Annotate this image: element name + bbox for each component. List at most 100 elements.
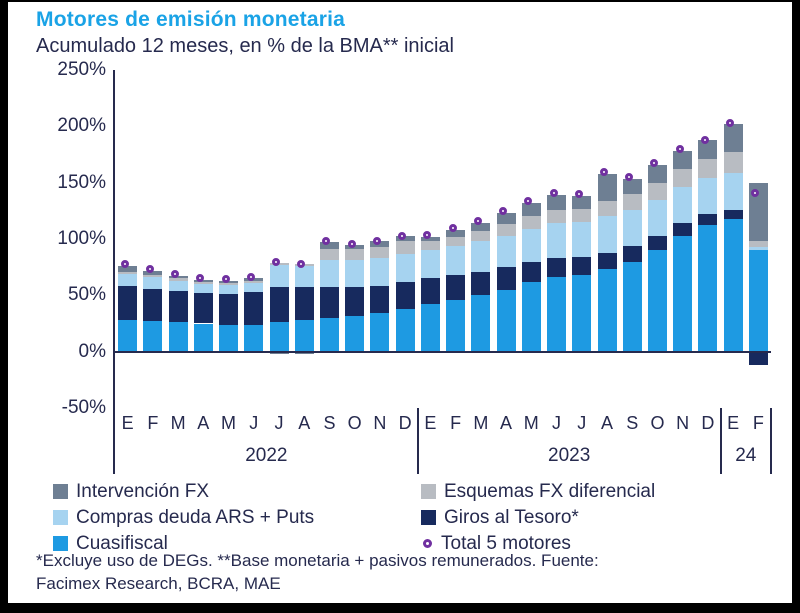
year-divider-line: [719, 408, 722, 474]
legend-item-giros-al-tesoro: Giros al Tesoro*: [421, 506, 768, 529]
bar-segment: [597, 216, 617, 253]
bar-segment: [471, 241, 491, 272]
x-axis-month-label: E: [121, 413, 134, 433]
total-marker-icon: [145, 264, 154, 273]
x-axis-month-label: F: [450, 413, 462, 433]
total-marker-icon: [751, 189, 760, 198]
bar-segment: [269, 264, 289, 288]
x-axis-month-label: N: [676, 413, 690, 433]
bar-segment: [370, 258, 390, 287]
x-axis-month-label: A: [197, 413, 210, 433]
year-divider-line: [770, 408, 772, 474]
footnote-line-1: *Excluye uso de DEGs. **Base monetaria +…: [36, 551, 599, 570]
bar-segment: [647, 235, 667, 251]
x-axis-month-label: O: [650, 413, 665, 433]
footnote-line-2: Facimex Research, BCRA, MAE: [36, 573, 281, 593]
bar-segment: [446, 229, 466, 237]
legend-label-compras-deuda-ars-puts: Compras deuda ARS + Puts: [76, 506, 315, 528]
bar-segment: [647, 199, 667, 236]
y-axis-tick-label: 50%: [67, 284, 106, 306]
bar-segment: [698, 225, 718, 352]
bar-segment: [521, 228, 541, 262]
x-axis-year-label: 24: [735, 445, 757, 466]
bar-segment: [496, 213, 516, 225]
bar-segment: [193, 323, 213, 352]
bar-segment: [294, 287, 314, 321]
bar-segment: [168, 322, 188, 352]
bar-segment: [748, 241, 768, 247]
bar-segment: [647, 250, 667, 352]
x-axis-month-label: A: [600, 413, 613, 433]
bar-segment: [395, 281, 415, 309]
x-axis-month-label: M: [523, 413, 539, 433]
bar-segment: [673, 169, 693, 188]
bar-segment: [370, 313, 390, 352]
total-marker-icon: [650, 158, 659, 167]
bar-segment: [143, 270, 163, 276]
total-marker-icon: [473, 217, 482, 226]
y-axis-tick-label: 0%: [78, 340, 106, 362]
chart-footnote: *Excluye uso de DEGs. **Base monetaria +…: [36, 550, 776, 596]
bar-segment: [345, 249, 365, 261]
total-marker-icon: [524, 197, 533, 206]
bar-segment: [471, 231, 491, 242]
bar-segment: [547, 195, 567, 210]
bar-segment: [118, 273, 138, 287]
bar-segment: [244, 280, 264, 283]
bar-segment: [118, 320, 138, 352]
bar-segment: [673, 151, 693, 170]
total-marker-icon: [675, 145, 684, 154]
total-marker-icon: [398, 232, 407, 240]
x-axis-month-label: E: [424, 413, 437, 433]
legend-label-esquemas-fx-diferencial: Esquemas FX diferencial: [444, 480, 656, 502]
bar-segment: [446, 236, 466, 246]
page-title: Motores de emisión monetaria: [36, 8, 346, 31]
bar-segment: [118, 286, 138, 321]
legend-label-total-5-motores: Total 5 motores: [441, 532, 571, 554]
total-marker-icon: [726, 119, 735, 128]
bar-segment: [269, 351, 289, 354]
bar-segment: [673, 223, 693, 236]
bar-segment: [723, 152, 743, 173]
bar-segment: [168, 276, 188, 279]
bar-segment: [168, 280, 188, 291]
bar-segment: [395, 241, 415, 254]
x-axis-month-label: D: [398, 413, 412, 433]
bar-segment: [118, 271, 138, 274]
total-marker-icon: [549, 189, 558, 198]
legend-swatch-cuasifiscal-icon: [53, 536, 68, 551]
total-marker-icon: [196, 273, 205, 282]
bar-segment: [748, 351, 768, 366]
y-axis-tick-label: 200%: [57, 115, 106, 137]
legend-swatch-giros-al-tesoro-icon: [421, 510, 436, 525]
x-axis-month-label: E: [727, 413, 740, 433]
bar-segment: [547, 209, 567, 224]
bar-segment: [244, 291, 264, 325]
bar-segment: [622, 179, 642, 194]
chart-card: Motores de emisión monetaria Acumulado 1…: [8, 2, 792, 603]
bar-segment: [193, 281, 213, 285]
bar-segment: [446, 245, 466, 276]
plot-area: [115, 70, 771, 408]
x-axis-month-label: D: [701, 413, 715, 433]
bar-segment: [219, 285, 239, 295]
bar-segment: [471, 271, 491, 296]
bar-segment: [572, 257, 592, 276]
x-axis-month-label: A: [298, 413, 311, 433]
bar-segment: [521, 216, 541, 229]
legend-label-cuasifiscal: Cuasifiscal: [76, 532, 168, 554]
bar-segment: [547, 277, 567, 352]
total-marker-icon: [625, 173, 634, 182]
bar-segment: [193, 279, 213, 282]
bar-segment: [244, 282, 264, 292]
bar-segment: [673, 187, 693, 224]
bar-segment: [521, 202, 541, 217]
bar-segment: [244, 324, 264, 352]
x-axis-month-label: S: [323, 413, 336, 433]
bar-segment: [723, 209, 743, 219]
bar-segment: [345, 315, 365, 352]
x-axis-month-label: J: [552, 413, 562, 433]
x-axis-month-label: M: [221, 413, 237, 433]
legend-swatch-total-5-motores-icon: [423, 539, 432, 548]
